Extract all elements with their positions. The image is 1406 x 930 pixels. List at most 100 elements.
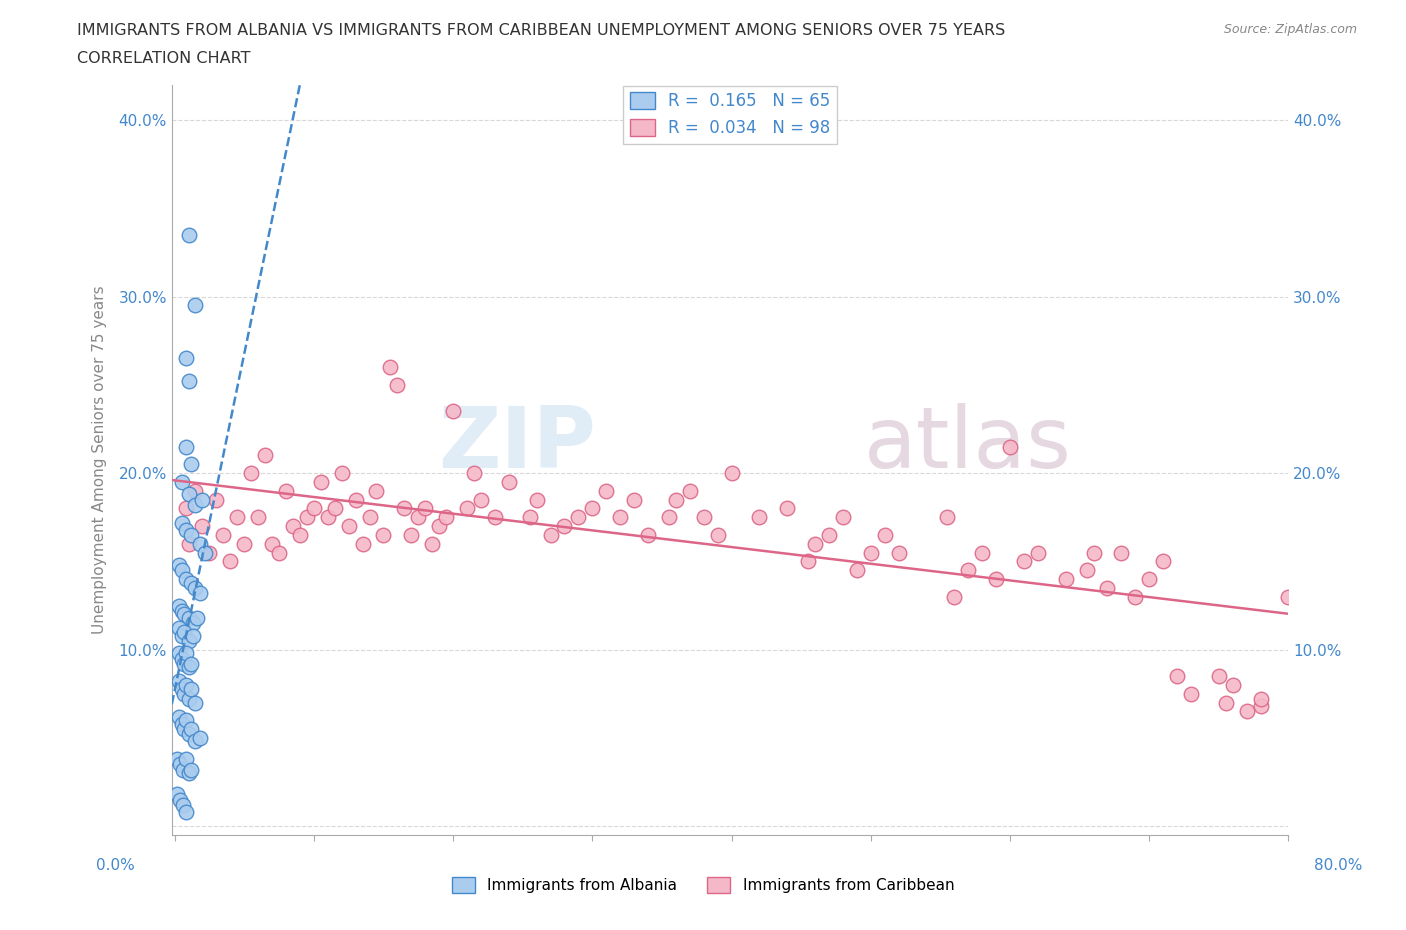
- Point: [984, 572, 1007, 587]
- Point: [1123, 590, 1146, 604]
- Point: [1012, 554, 1035, 569]
- Point: [194, 545, 217, 560]
- Text: ZIP: ZIP: [439, 404, 596, 486]
- Text: IMMIGRANTS FROM ALBANIA VS IMMIGRANTS FROM CARIBBEAN UNEMPLOYMENT AMONG SENIORS : IMMIGRANTS FROM ALBANIA VS IMMIGRANTS FR…: [77, 23, 1005, 38]
- Point: [609, 510, 631, 525]
- Point: [323, 501, 346, 516]
- Point: [188, 730, 211, 745]
- Point: [167, 710, 190, 724]
- Point: [177, 727, 200, 742]
- Point: [413, 501, 436, 516]
- Text: atlas: atlas: [865, 404, 1073, 486]
- Point: [463, 466, 485, 481]
- Point: [167, 557, 190, 572]
- Point: [581, 501, 603, 516]
- Point: [247, 510, 270, 525]
- Point: [166, 751, 188, 766]
- Point: [174, 713, 197, 728]
- Point: [406, 510, 429, 525]
- Point: [177, 487, 200, 502]
- Point: [170, 474, 193, 489]
- Text: 80.0%: 80.0%: [1315, 857, 1362, 872]
- Point: [254, 448, 277, 463]
- Text: CORRELATION CHART: CORRELATION CHART: [77, 51, 250, 66]
- Point: [177, 610, 200, 625]
- Point: [233, 537, 256, 551]
- Point: [173, 607, 195, 622]
- Point: [186, 610, 208, 625]
- Point: [180, 527, 202, 542]
- Point: [177, 537, 200, 551]
- Point: [1054, 572, 1077, 587]
- Point: [180, 657, 202, 671]
- Point: [174, 678, 197, 693]
- Legend: R =  0.165   N = 65, R =  0.034   N = 98: R = 0.165 N = 65, R = 0.034 N = 98: [623, 86, 837, 143]
- Point: [831, 510, 853, 525]
- Point: [170, 651, 193, 666]
- Point: [177, 633, 200, 648]
- Point: [267, 545, 290, 560]
- Point: [184, 298, 207, 312]
- Point: [169, 792, 191, 807]
- Point: [181, 616, 204, 631]
- Point: [167, 674, 190, 689]
- Point: [170, 563, 193, 578]
- Point: [240, 466, 263, 481]
- Point: [170, 716, 193, 731]
- Point: [184, 484, 207, 498]
- Point: [380, 360, 402, 375]
- Point: [818, 527, 841, 542]
- Point: [1250, 698, 1272, 713]
- Point: [706, 527, 728, 542]
- Point: [180, 457, 202, 472]
- Point: [1250, 692, 1272, 707]
- Point: [1111, 545, 1133, 560]
- Point: [302, 501, 325, 516]
- Point: [337, 519, 360, 534]
- Point: [1222, 678, 1244, 693]
- Point: [1277, 590, 1299, 604]
- Point: [498, 474, 520, 489]
- Point: [316, 510, 339, 525]
- Point: [1208, 669, 1230, 684]
- Point: [226, 510, 249, 525]
- Point: [174, 522, 197, 537]
- Point: [309, 474, 332, 489]
- Point: [359, 510, 381, 525]
- Point: [387, 378, 409, 392]
- Point: [887, 545, 910, 560]
- Point: [167, 645, 190, 660]
- Point: [172, 798, 194, 813]
- Point: [167, 598, 190, 613]
- Point: [936, 510, 959, 525]
- Text: 0.0%: 0.0%: [96, 857, 135, 872]
- Point: [174, 804, 197, 819]
- Point: [526, 492, 548, 507]
- Point: [188, 537, 211, 551]
- Point: [1026, 545, 1049, 560]
- Point: [173, 686, 195, 701]
- Point: [170, 681, 193, 696]
- Point: [184, 734, 207, 749]
- Point: [623, 492, 645, 507]
- Point: [1215, 696, 1237, 711]
- Point: [658, 510, 681, 525]
- Point: [169, 757, 191, 772]
- Point: [260, 537, 283, 551]
- Point: [553, 519, 575, 534]
- Point: [174, 751, 197, 766]
- Point: [665, 492, 688, 507]
- Point: [845, 563, 868, 578]
- Point: [174, 501, 197, 516]
- Point: [519, 510, 541, 525]
- Point: [972, 545, 994, 560]
- Point: [205, 492, 228, 507]
- Point: [170, 628, 193, 643]
- Point: [177, 374, 200, 389]
- Point: [434, 510, 457, 525]
- Point: [281, 519, 304, 534]
- Point: [1152, 554, 1174, 569]
- Y-axis label: Unemployment Among Seniors over 75 years: Unemployment Among Seniors over 75 years: [93, 286, 107, 634]
- Point: [1236, 704, 1258, 719]
- Point: [177, 660, 200, 675]
